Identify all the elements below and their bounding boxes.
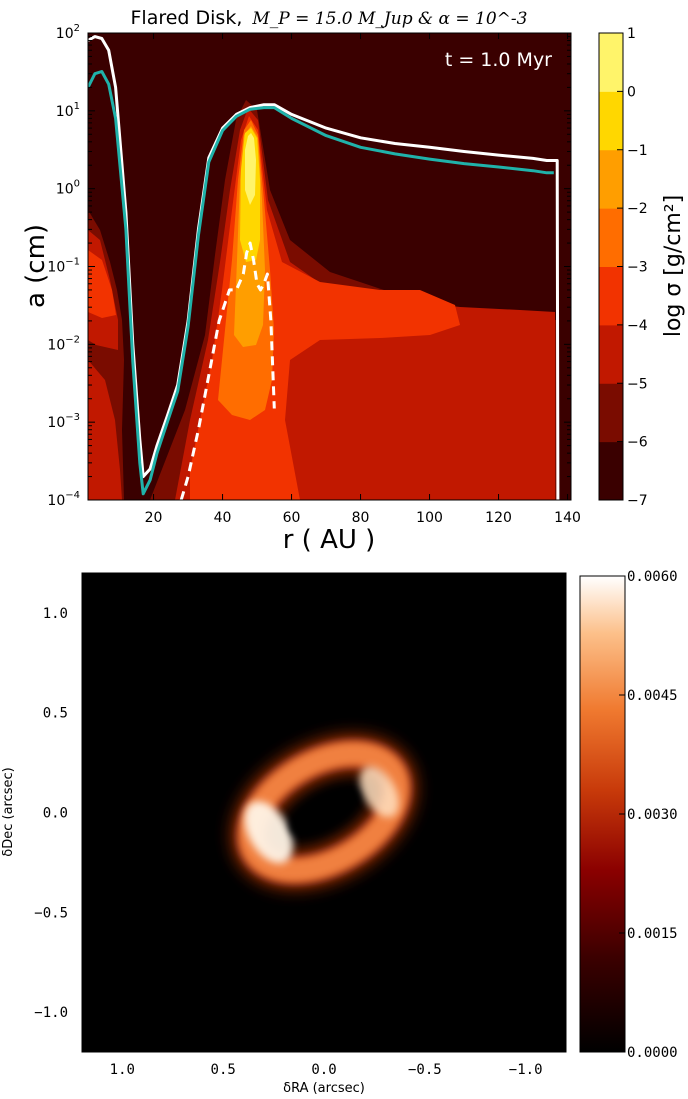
y-tick-label: 0.0 <box>43 806 68 822</box>
x-tick-label: 1.0 <box>110 1062 135 1078</box>
top-chart-title: Flared Disk, M_P = 15.0 M_Jup & α = 10^-3 <box>130 7 527 29</box>
x-tick-label: −1.0 <box>509 1062 543 1078</box>
colorbar-segment <box>599 208 623 267</box>
top-panel: Flared Disk, M_P = 15.0 M_Jup & α = 10^-3… <box>21 7 686 555</box>
y-tick-label: 102 <box>56 23 80 42</box>
x-tick-label: 20 <box>145 510 163 526</box>
colorbar-tick-label: −4 <box>627 318 648 334</box>
y-tick-label: −1.0 <box>34 1005 68 1021</box>
colorbar-tick-label: −3 <box>627 260 648 276</box>
x-tick-label: −0.5 <box>408 1062 442 1078</box>
y-tick-label: 10−2 <box>47 334 80 353</box>
y-tick-label: 0.5 <box>43 706 68 722</box>
contour-band-0 <box>245 133 256 205</box>
colorbar-segment <box>599 33 623 92</box>
colorbar-tick-label: 0.0045 <box>627 688 678 704</box>
bottom-x-label: δRA (arcsec) <box>283 1081 365 1096</box>
colorbar-tick-label: 0 <box>627 84 636 100</box>
colorbar-tick-label: −5 <box>627 376 648 392</box>
x-tick-label: 0.0 <box>311 1062 336 1078</box>
bottom-plot-area <box>82 573 566 1052</box>
x-tick-label: 120 <box>485 510 512 526</box>
time-annotation: t = 1.0 Myr <box>445 49 552 71</box>
colorbar-segment <box>599 91 623 150</box>
y-tick-label: −0.5 <box>34 905 68 921</box>
x-tick-label: 140 <box>554 510 581 526</box>
y-tick-label: 10−4 <box>47 490 80 509</box>
top-colorbar-label: log σ [g/cm²] <box>661 195 686 337</box>
bottom-panel: 1.0 0.5 0.0 −0.5 −1.0 1.0 0.5 0.0 −0.5 −1.0 δRA … <box>1 569 678 1096</box>
x-tick-label: 100 <box>416 510 443 526</box>
x-tick-label: 0.5 <box>211 1062 236 1078</box>
colorbar-tick-label: 0.0030 <box>627 807 678 823</box>
y-tick-label: 10−1 <box>47 257 80 276</box>
bottom-colorbar <box>580 576 625 1052</box>
bottom-y-ticks: 1.0 0.5 0.0 −0.5 −1.0 <box>34 606 88 1021</box>
x-tick-label: 40 <box>214 510 232 526</box>
colorbar-tick-label: −1 <box>627 143 648 159</box>
y-tick-label: 1.0 <box>43 606 68 622</box>
bottom-y-label: δDec (arcsec) <box>1 767 16 856</box>
colorbar-segment <box>599 267 623 326</box>
x-tick-label: 80 <box>352 510 370 526</box>
colorbar-tick-label: 0.0000 <box>627 1045 678 1061</box>
colorbar-tick-label: −2 <box>627 201 648 217</box>
colorbar-tick-label: −6 <box>627 435 648 451</box>
colorbar-tick-label: 0.0015 <box>627 926 678 942</box>
y-tick-label: 10−3 <box>47 412 80 431</box>
colorbar-segment <box>599 383 623 442</box>
y-tick-label: 100 <box>56 179 80 198</box>
colorbar-segment <box>599 150 623 209</box>
top-plot-area <box>88 33 571 500</box>
colorbar-tick-label: 1 <box>627 26 636 42</box>
x-tick-label: 60 <box>283 510 301 526</box>
top-x-label: r ( AU ) <box>283 525 376 555</box>
colorbar-tick-label: 0.0060 <box>627 569 678 585</box>
y-tick-label: 101 <box>56 101 80 120</box>
bottom-colorbar-ticks: 0.0000 0.0015 0.0030 0.0045 0.0060 <box>619 569 678 1061</box>
colorbar-segment <box>599 442 623 501</box>
colorbar-tick-label: −7 <box>627 493 648 509</box>
colorbar-segment <box>599 325 623 384</box>
top-y-label: a (cm) <box>21 224 51 308</box>
